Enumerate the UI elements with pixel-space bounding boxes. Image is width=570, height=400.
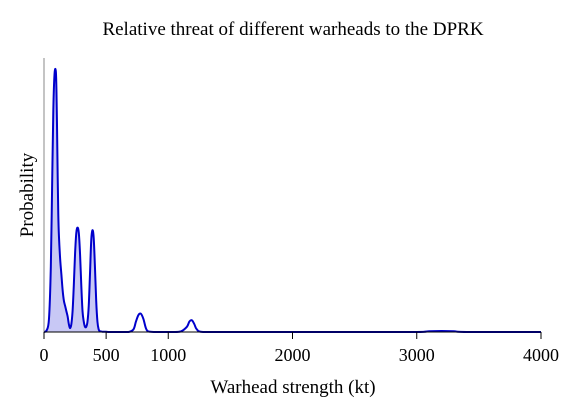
plot-area bbox=[43, 67, 541, 334]
x-tick-label: 0 bbox=[40, 345, 49, 365]
x-tick-label: 3000 bbox=[399, 345, 435, 365]
x-axis-ticks: 0 500 1000 2000 3000 4000 bbox=[40, 332, 559, 365]
probability-curve bbox=[43, 67, 541, 334]
x-tick-label: 1000 bbox=[150, 345, 186, 365]
x-tick-label: 500 bbox=[93, 345, 120, 365]
y-axis-label: Probability bbox=[17, 152, 38, 237]
x-tick-label: 4000 bbox=[523, 345, 559, 365]
x-tick-label: 2000 bbox=[275, 345, 311, 365]
x-axis-label: Warhead strength (kt) bbox=[210, 377, 375, 398]
chart-title: Relative threat of different warheads to… bbox=[102, 19, 483, 40]
